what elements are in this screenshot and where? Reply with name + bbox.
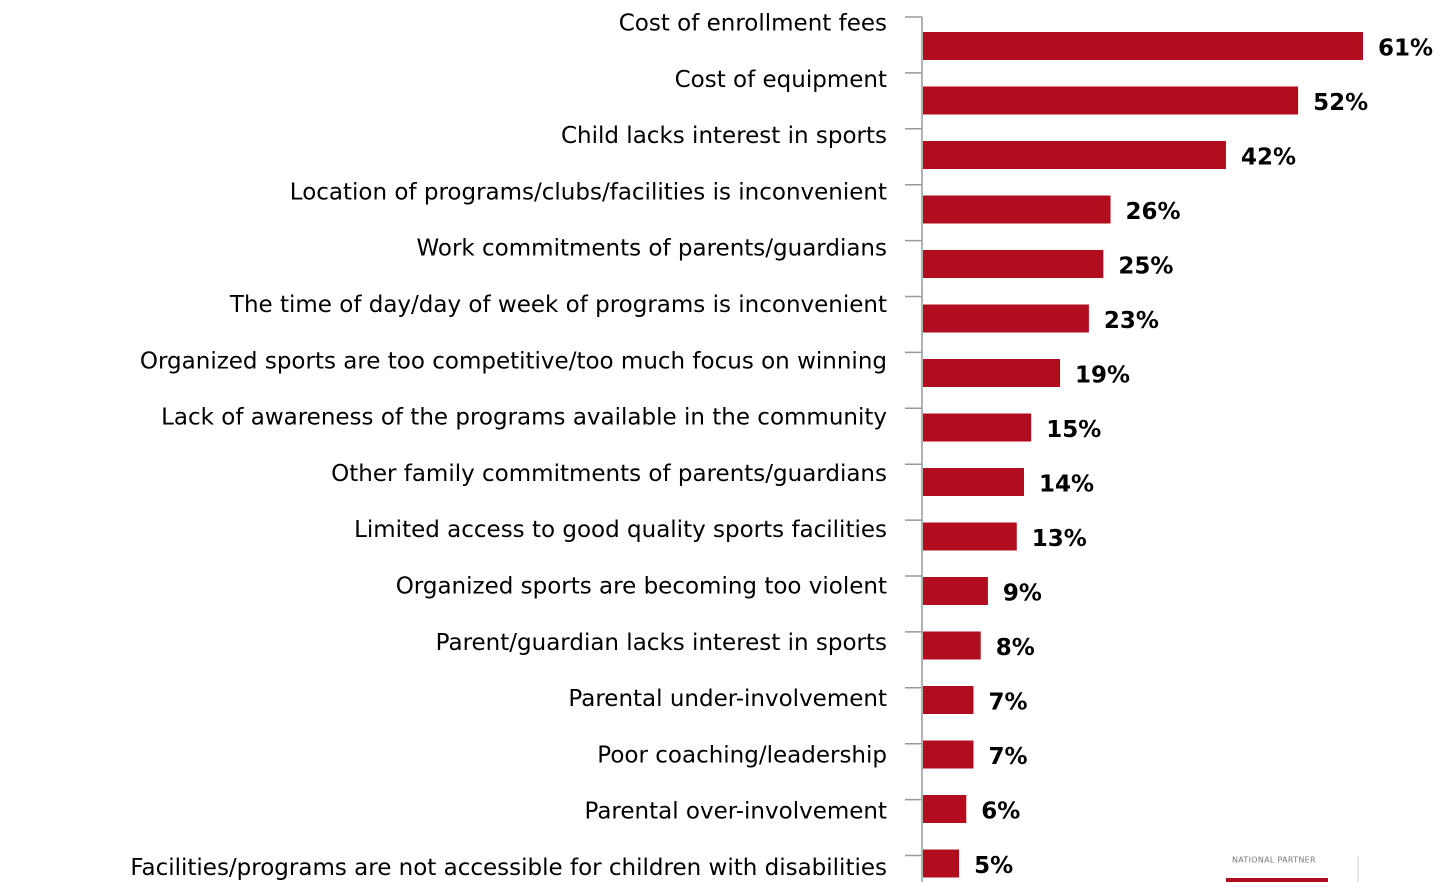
bar (923, 250, 1104, 278)
category-label: Work commitments of parents/guardians (416, 236, 887, 262)
category-label: Child lacks interest in sports (561, 123, 887, 149)
value-label: 5% (974, 853, 1013, 879)
category-label: Cost of enrollment fees (619, 11, 887, 37)
value-label: 26% (1126, 199, 1181, 225)
category-label: The time of day/day of week of programs … (229, 292, 887, 318)
bar (923, 795, 967, 823)
category-label: Organized sports are becoming too violen… (396, 574, 887, 600)
value-label: 13% (1032, 526, 1087, 552)
category-label: Organized sports are too competitive/too… (140, 348, 887, 374)
category-label: Limited access to good quality sports fa… (354, 517, 887, 543)
value-label: 15% (1046, 417, 1101, 443)
value-label: 7% (988, 744, 1027, 770)
bar (923, 849, 960, 878)
value-label: 7% (988, 690, 1027, 716)
bar (923, 86, 1299, 115)
partner-label: NATIONAL PARTNER (1232, 856, 1316, 865)
bar (923, 32, 1363, 60)
category-label: Lack of awareness of the programs availa… (161, 405, 887, 431)
bar (923, 413, 1032, 442)
value-label: 6% (981, 799, 1020, 825)
bar (923, 304, 1089, 333)
value-label: 61% (1378, 36, 1433, 62)
category-label: Cost of equipment (675, 67, 887, 93)
value-label: 52% (1313, 90, 1368, 116)
category-label: Other family commitments of parents/guar… (331, 461, 887, 487)
value-label: 8% (996, 635, 1035, 661)
partner-logo-bar (1226, 878, 1328, 882)
category-label: Facilities/programs are not accessible f… (130, 855, 887, 881)
bar (923, 740, 974, 769)
bar (923, 522, 1017, 551)
bar (923, 359, 1061, 387)
category-label: Parent/guardian lacks interest in sports (436, 630, 887, 656)
value-label: 14% (1039, 472, 1094, 498)
bar (923, 468, 1024, 496)
category-label: Poor coaching/leadership (597, 742, 887, 768)
value-label: 9% (1003, 581, 1042, 607)
bar (923, 141, 1226, 169)
bar (923, 577, 988, 605)
bar (923, 195, 1111, 224)
value-label: 19% (1075, 363, 1130, 389)
bar (923, 631, 981, 660)
bar (923, 686, 974, 714)
value-label: 42% (1241, 145, 1296, 171)
value-label: 25% (1118, 254, 1173, 280)
category-label: Location of programs/clubs/facilities is… (290, 179, 887, 205)
category-label: Parental under-involvement (568, 686, 887, 712)
category-label: Parental over-involvement (585, 799, 888, 825)
value-label: 23% (1104, 308, 1159, 334)
